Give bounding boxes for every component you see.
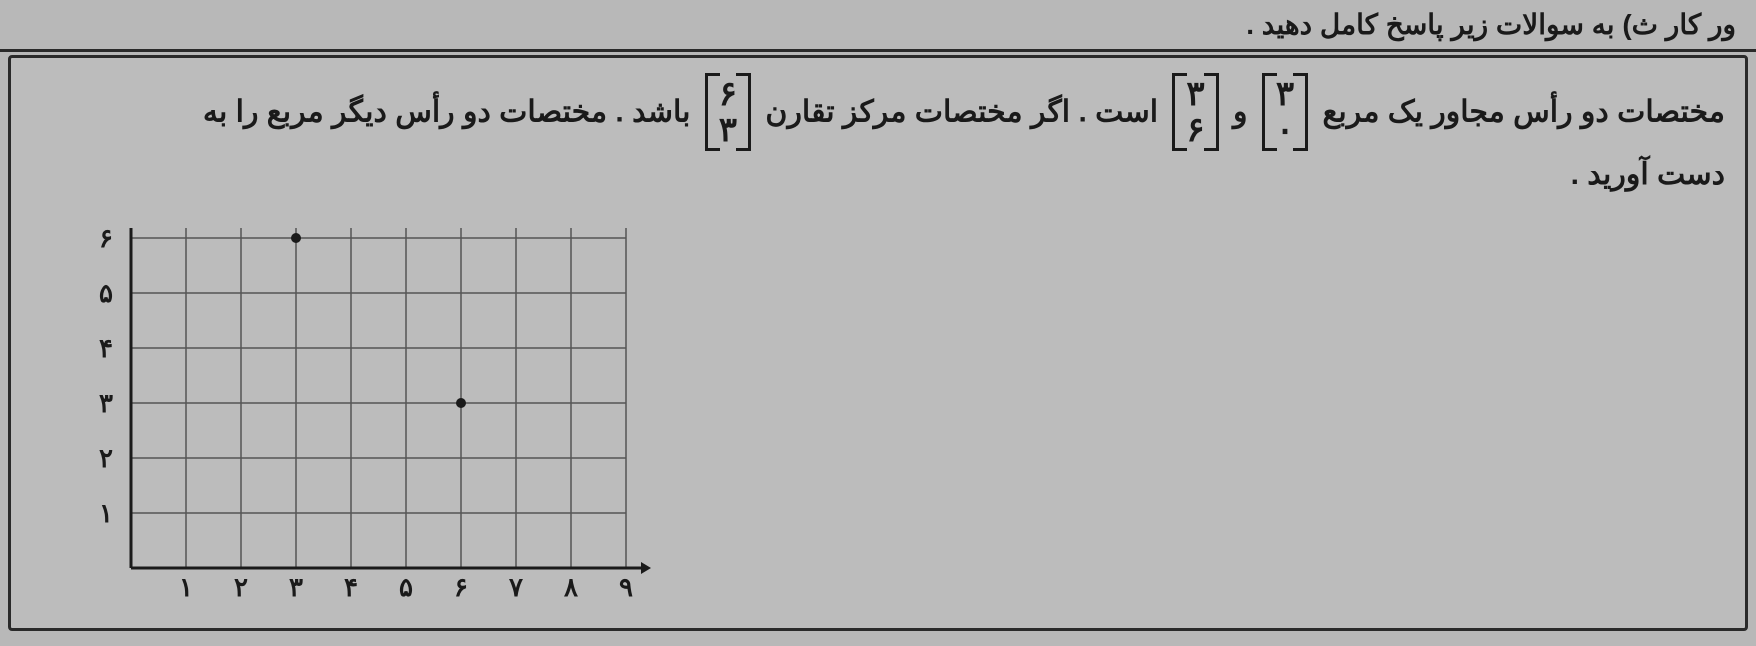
- svg-text:۶: ۶: [454, 572, 468, 602]
- q-part3: است . اگر مختصات مرکز تقارن: [765, 96, 1158, 129]
- matrix1-bottom: ۰: [1276, 113, 1294, 147]
- graph-svg: ۱۲۳۴۵۶۷۸۹۱۲۳۴۵۶Y: [71, 228, 691, 608]
- q-part4: باشد . مختصات دو رأس دیگر مربع را به: [203, 96, 691, 129]
- svg-text:۸: ۸: [563, 572, 578, 602]
- svg-text:۵: ۵: [99, 278, 113, 308]
- svg-text:۴: ۴: [344, 572, 358, 602]
- matrix3-top: ۶: [719, 77, 737, 111]
- svg-text:۹: ۹: [619, 572, 633, 602]
- question-line-1: مختصات دو رأس مجاور یک مربع ۳ ۰ و ۳ ۶ اس…: [31, 76, 1725, 147]
- svg-text:۱: ۱: [99, 498, 113, 528]
- svg-text:۷: ۷: [508, 572, 523, 602]
- question-line-2: دست آورید .: [31, 157, 1725, 192]
- matrix-2: ۳ ۶: [1172, 77, 1218, 147]
- svg-text:۱: ۱: [179, 572, 193, 602]
- matrix2-top: ۳: [1186, 77, 1204, 111]
- matrix2-bottom: ۶: [1186, 113, 1204, 147]
- matrix1-top: ۳: [1276, 77, 1294, 111]
- q-line2-text: دست آورید .: [1571, 158, 1725, 191]
- svg-text:۲: ۲: [234, 572, 248, 602]
- worksheet-header: ور کار ث) به سوالات زیر پاسخ کامل دهید .: [0, 0, 1756, 52]
- q-part2: و: [1233, 96, 1248, 129]
- q-part1: مختصات دو رأس مجاور یک مربع: [1322, 96, 1725, 129]
- svg-text:۶: ۶: [99, 228, 113, 253]
- matrix3-bottom: ۳: [719, 113, 737, 147]
- svg-text:۳: ۳: [289, 572, 303, 602]
- question-box: مختصات دو رأس مجاور یک مربع ۳ ۰ و ۳ ۶ اس…: [8, 55, 1748, 631]
- svg-text:۲: ۲: [99, 443, 113, 473]
- svg-text:۴: ۴: [99, 333, 113, 363]
- header-text: ور کار ث) به سوالات زیر پاسخ کامل دهید .: [1246, 9, 1736, 40]
- coordinate-graph: ۱۲۳۴۵۶۷۸۹۱۲۳۴۵۶Y: [71, 228, 691, 608]
- svg-text:۳: ۳: [99, 388, 113, 418]
- matrix-1: ۳ ۰: [1262, 77, 1308, 147]
- svg-text:۵: ۵: [399, 572, 413, 602]
- matrix-3: ۶ ۳: [705, 77, 751, 147]
